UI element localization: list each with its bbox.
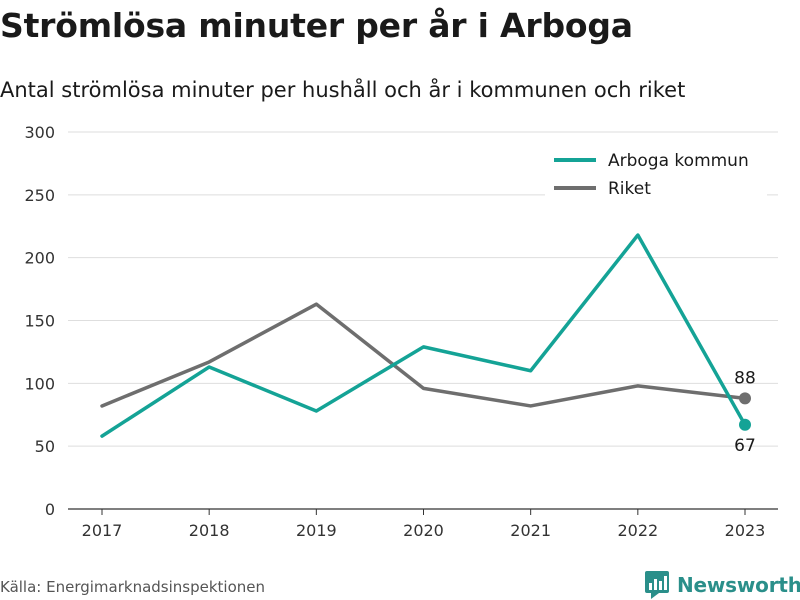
x-tick-label: 2023 xyxy=(725,521,766,540)
y-tick-label: 300 xyxy=(24,123,55,142)
end-point-marker xyxy=(739,418,751,431)
series-line-riket xyxy=(100,302,747,408)
y-tick-label: 0 xyxy=(45,500,55,519)
y-tick-label: 150 xyxy=(24,312,55,331)
legend-background xyxy=(545,143,767,201)
end-point-marker xyxy=(739,392,751,405)
brand-name: Newsworthy xyxy=(677,573,800,597)
y-axis-ticks: 0 50 100 150 200 250 300 xyxy=(24,123,55,519)
chart-subtitle: Antal strömlösa minuter per hushåll och … xyxy=(0,78,686,102)
legend-label: Riket xyxy=(608,179,651,199)
chart-title: Strömlösa minuter per år i Arboga xyxy=(0,6,633,45)
y-tick-label: 200 xyxy=(24,249,55,268)
x-tick-label: 2019 xyxy=(296,521,337,540)
y-tick-label: 100 xyxy=(24,374,55,393)
x-tick-label: 2018 xyxy=(189,521,230,540)
x-tick-label: 2020 xyxy=(403,521,444,540)
series-line-arboga xyxy=(100,233,747,438)
x-tick-label: 2022 xyxy=(617,521,658,540)
series-lines: 88 67 xyxy=(100,233,756,456)
legend-label: Arboga kommun xyxy=(608,151,749,171)
end-value-label: 88 xyxy=(734,368,756,388)
y-tick-label: 250 xyxy=(24,186,55,205)
end-value-label: 67 xyxy=(734,436,756,456)
x-tick-label: 2017 xyxy=(82,521,123,540)
newsworthy-logo-icon xyxy=(645,571,669,599)
brand-logo: Newsworthy xyxy=(645,570,800,600)
x-tick-label: 2021 xyxy=(510,521,551,540)
grid-lines xyxy=(68,131,778,447)
x-axis: 2017 2018 2019 2020 2021 2022 2023 xyxy=(68,508,778,540)
legend: Arboga kommun Riket xyxy=(545,143,767,201)
y-tick-label: 50 xyxy=(35,437,55,456)
source-note: Källa: Energimarknadsinspektionen xyxy=(0,578,266,596)
